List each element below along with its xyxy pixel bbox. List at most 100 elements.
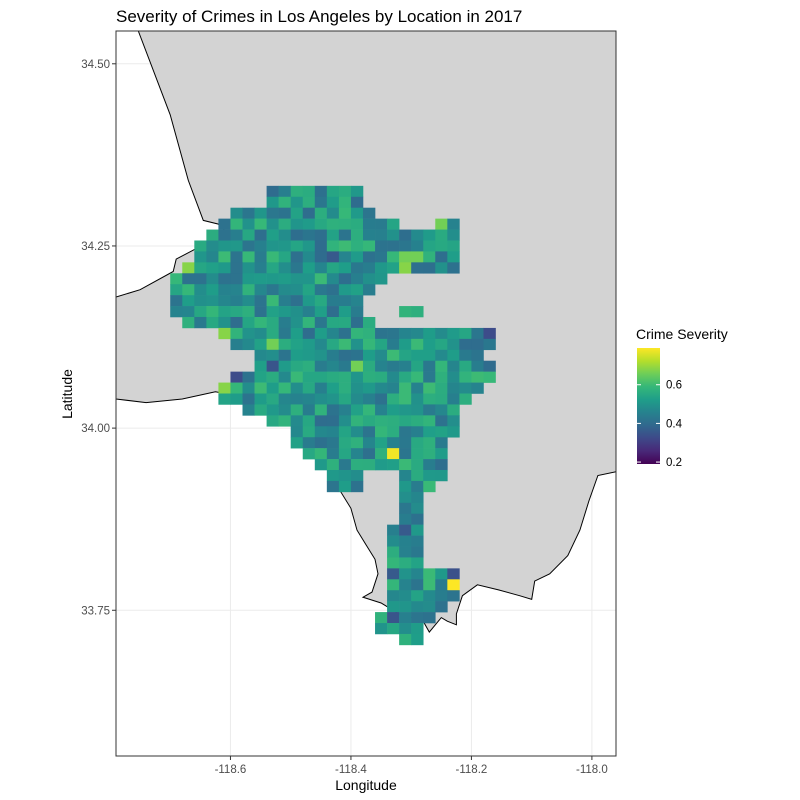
x-axis-title: Longitude bbox=[335, 777, 397, 793]
heatmap-cell bbox=[254, 338, 267, 351]
heatmap-cell bbox=[314, 448, 328, 460]
heatmap-cell bbox=[278, 404, 291, 416]
heatmap-cell bbox=[375, 623, 388, 635]
heatmap-cell bbox=[182, 306, 195, 318]
heatmap-cell bbox=[399, 524, 412, 536]
heatmap-cell bbox=[326, 327, 340, 340]
heatmap-cell bbox=[399, 601, 412, 613]
heatmap-cell bbox=[242, 306, 255, 318]
heatmap-cell bbox=[302, 360, 316, 372]
heatmap-cell bbox=[338, 459, 352, 471]
heatmap-cell bbox=[290, 338, 304, 351]
heatmap-cell bbox=[483, 338, 496, 351]
heatmap-cell bbox=[399, 415, 412, 427]
heatmap-cell bbox=[290, 437, 304, 449]
heatmap-cell bbox=[399, 568, 412, 580]
heatmap-cell bbox=[362, 448, 376, 460]
heatmap-cell bbox=[206, 295, 219, 307]
heatmap-cell bbox=[266, 251, 279, 263]
x-tick-label: -118.4 bbox=[335, 764, 367, 776]
heatmap-cell bbox=[338, 295, 352, 307]
y-axis-title: Latitude bbox=[59, 369, 75, 419]
heatmap-cell bbox=[459, 327, 472, 340]
heatmap-cell bbox=[290, 349, 304, 362]
heatmap-cell bbox=[399, 371, 412, 383]
heatmap-cell bbox=[375, 426, 388, 438]
heatmap-cell bbox=[435, 393, 448, 405]
heatmap-cell bbox=[326, 218, 340, 230]
heatmap-cell bbox=[435, 360, 448, 372]
legend-ticks: 0.2 0.4 0.6 bbox=[637, 380, 683, 469]
heatmap-cell bbox=[302, 185, 316, 198]
heatmap-cell bbox=[314, 229, 328, 241]
heatmap-cell bbox=[411, 524, 424, 536]
heatmap-cell bbox=[338, 404, 352, 416]
heatmap-cell bbox=[411, 360, 424, 372]
heatmap-cell bbox=[278, 316, 291, 329]
heatmap-cell bbox=[411, 546, 424, 558]
heatmap-cell bbox=[230, 273, 243, 285]
heatmap-cell bbox=[411, 623, 424, 635]
heatmap-cell bbox=[362, 327, 376, 340]
heatmap-cell bbox=[254, 360, 267, 372]
heatmap-cell bbox=[242, 295, 255, 307]
heatmap-cell bbox=[278, 273, 291, 285]
heatmap-cell bbox=[302, 382, 316, 394]
heatmap-cell bbox=[314, 338, 328, 351]
heatmap-cell bbox=[230, 316, 243, 329]
heatmap-cell bbox=[399, 360, 412, 372]
heatmap-cell bbox=[375, 459, 388, 471]
heatmap-cell bbox=[350, 218, 364, 230]
heatmap-cell bbox=[387, 338, 400, 351]
panel-border bbox=[115, 30, 617, 757]
heatmap-cell bbox=[326, 437, 340, 449]
heatmap-cell bbox=[266, 382, 279, 394]
heatmap-cell bbox=[423, 437, 436, 449]
heatmap-cell bbox=[242, 251, 255, 263]
heatmap-cell bbox=[230, 393, 243, 405]
heatmap-cell bbox=[411, 502, 424, 515]
heatmap-cell bbox=[338, 251, 352, 263]
heatmap-cell bbox=[350, 404, 364, 416]
heatmap-cell bbox=[326, 470, 340, 482]
heatmap-cell bbox=[423, 327, 436, 340]
heatmap-cell bbox=[350, 393, 364, 405]
heatmap-cell bbox=[266, 196, 279, 208]
heatmap-cell bbox=[326, 196, 340, 208]
heatmap-cell bbox=[411, 371, 424, 383]
heatmap-cell bbox=[411, 382, 424, 394]
heatmap-cell bbox=[362, 251, 376, 263]
heatmap-cell bbox=[471, 349, 484, 362]
heatmap-cell bbox=[411, 404, 424, 416]
heatmap-cell bbox=[375, 349, 388, 362]
heatmap-cell bbox=[435, 262, 448, 274]
heatmap-cell bbox=[483, 360, 496, 372]
heatmap-cell bbox=[350, 207, 364, 219]
heatmap-cell bbox=[326, 415, 340, 427]
y-tick-label: 34.00 bbox=[81, 423, 110, 435]
heatmap-cell bbox=[411, 306, 424, 318]
heatmap-cell bbox=[242, 273, 255, 285]
heatmap-cell bbox=[399, 382, 412, 394]
heatmap-cell bbox=[338, 284, 352, 296]
heatmap-cell bbox=[350, 360, 364, 372]
heatmap-cell bbox=[290, 196, 304, 208]
heatmap-cell bbox=[387, 415, 400, 427]
heatmap-cell bbox=[362, 437, 376, 449]
heatmap-cell bbox=[435, 601, 448, 613]
heatmap-cell bbox=[423, 448, 436, 460]
heatmap-cell bbox=[411, 513, 424, 525]
heatmap-cell bbox=[435, 327, 448, 340]
heatmap-cell bbox=[242, 262, 255, 274]
heatmap-cell bbox=[387, 360, 400, 372]
heatmap-cell bbox=[290, 316, 304, 329]
heatmap-cell bbox=[266, 284, 279, 296]
heatmap-cell bbox=[218, 273, 231, 285]
heatmap-cell bbox=[411, 612, 424, 624]
heatmap-cell bbox=[411, 601, 424, 613]
heatmap-cell bbox=[447, 218, 460, 230]
heatmap-cell bbox=[302, 316, 316, 329]
heatmap-cell bbox=[375, 262, 388, 274]
heatmap-cell bbox=[411, 633, 424, 646]
legend: Crime Severity 0.2 0.4 0.6 bbox=[636, 326, 728, 469]
